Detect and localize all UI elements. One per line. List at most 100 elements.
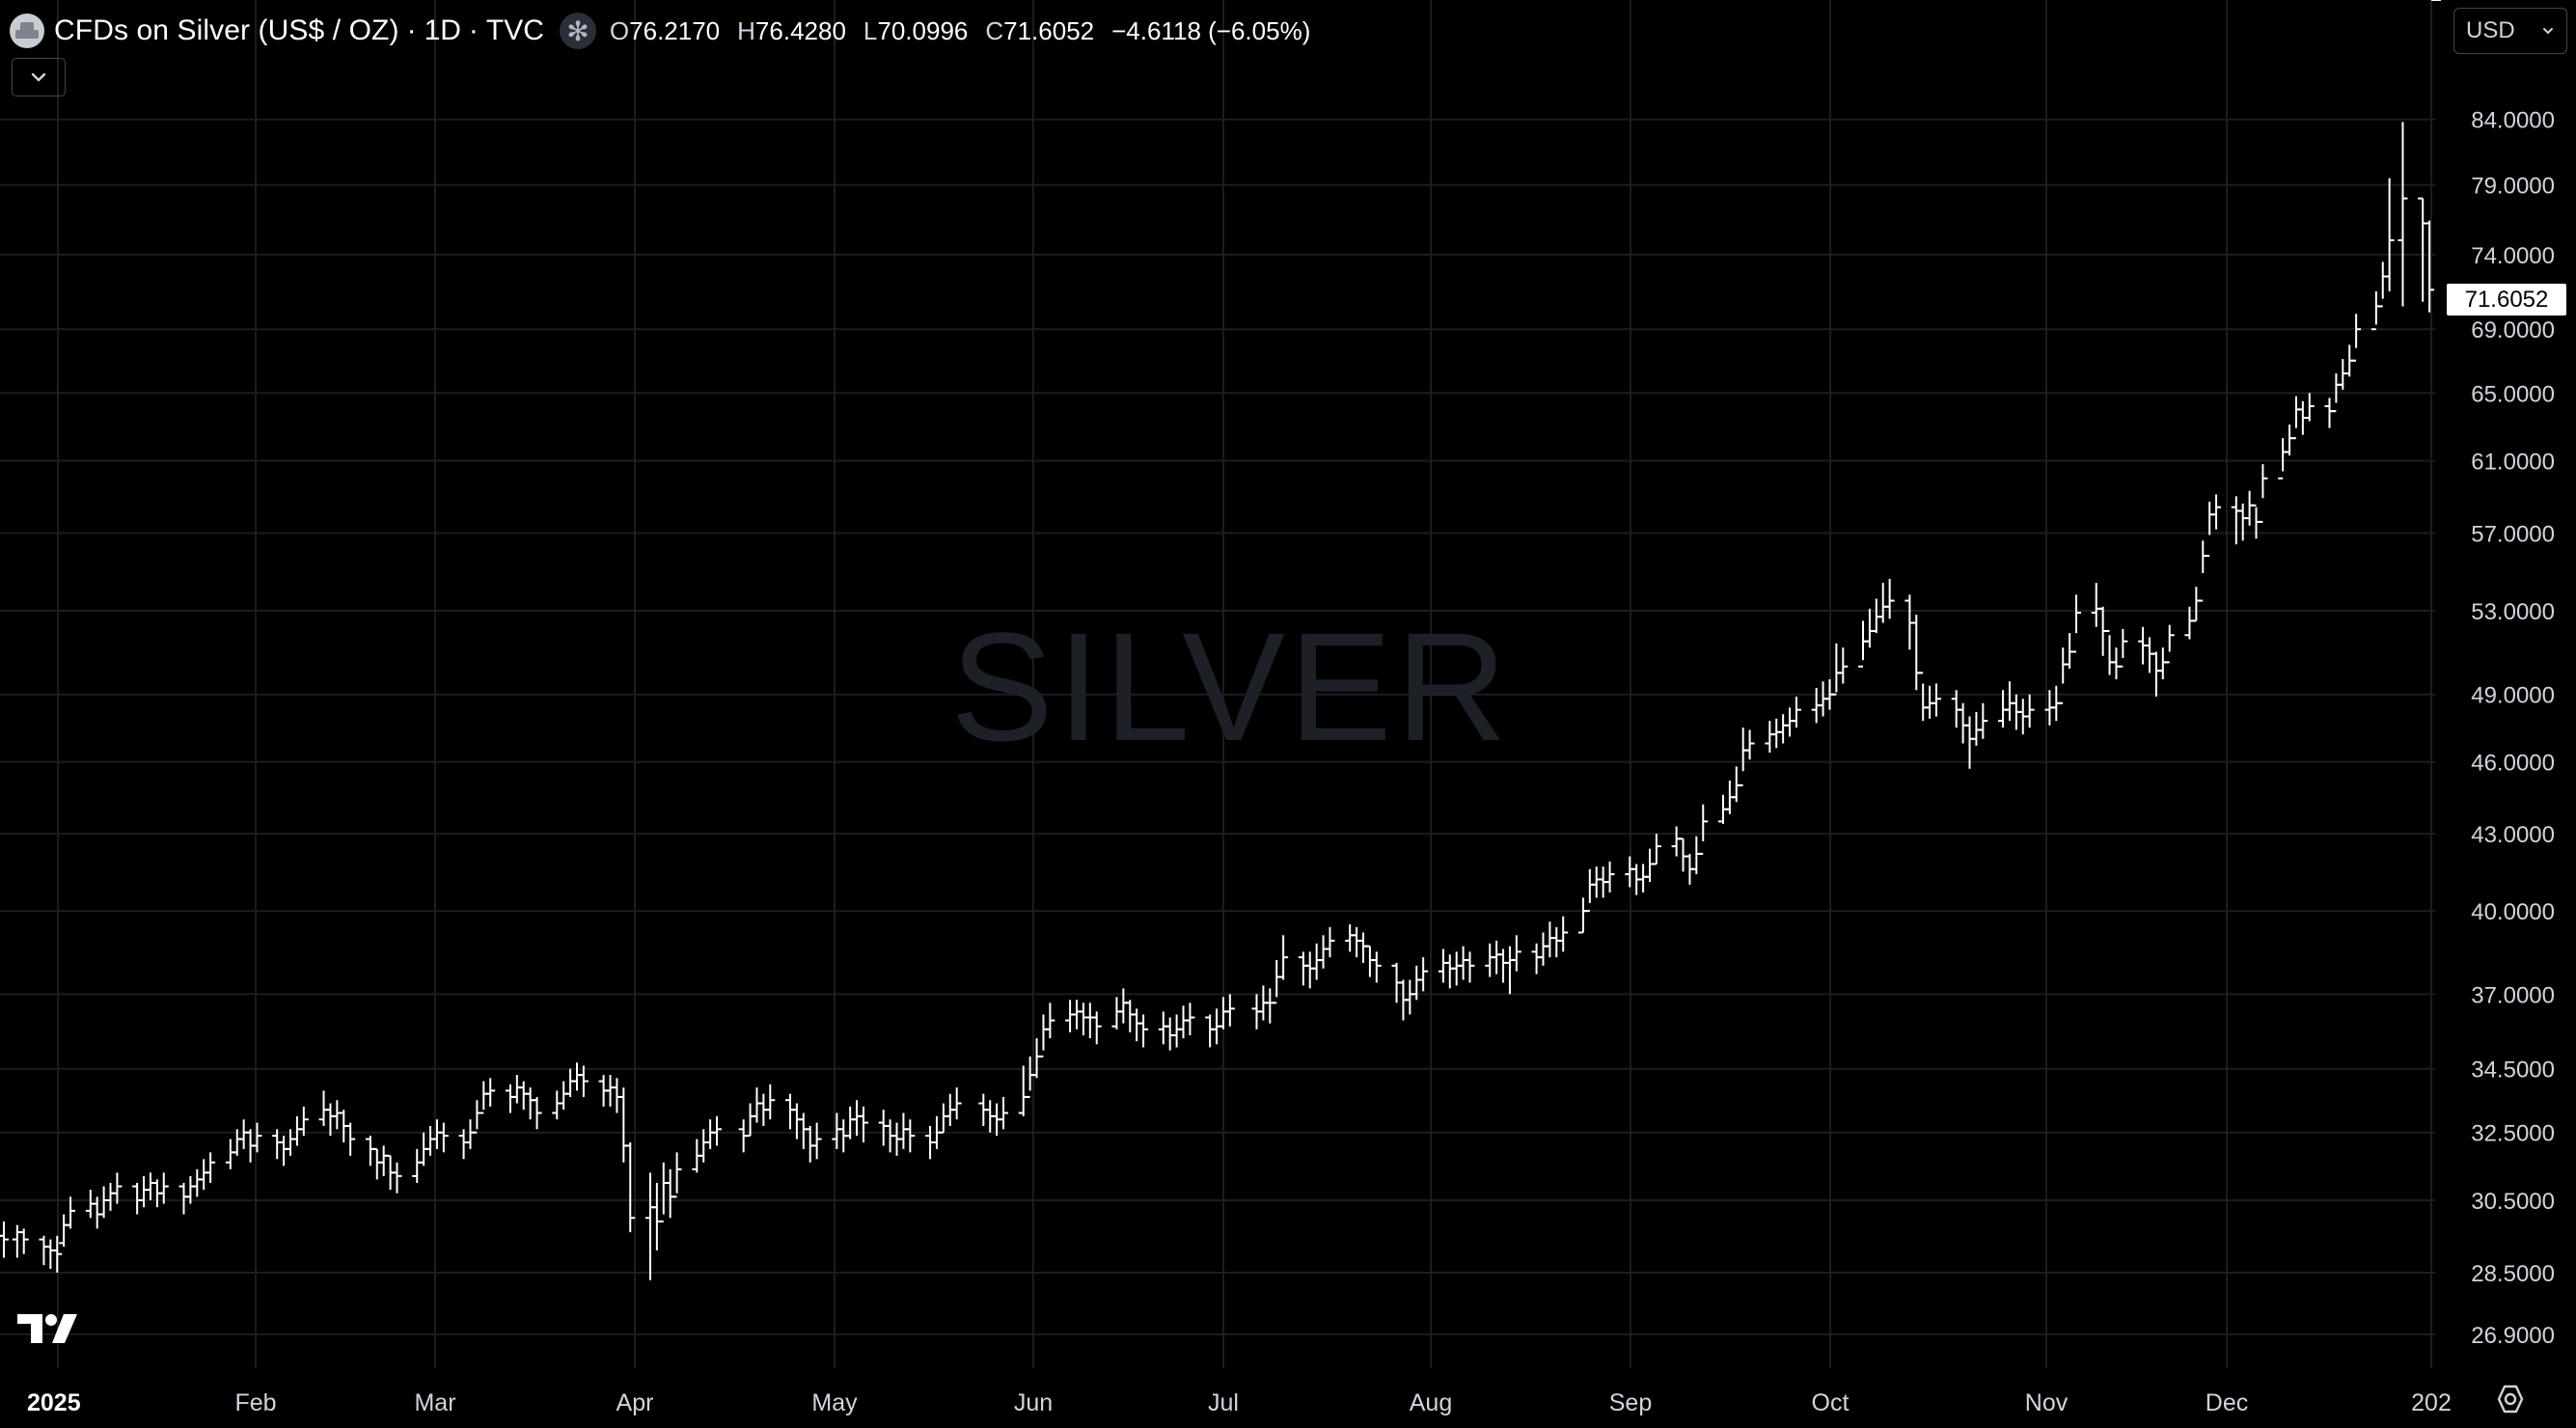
ohlc-bar [2324,398,2335,428]
price-tick-label: 74.0000 [2471,243,2555,269]
ohlc-bar [2164,624,2175,664]
ohlc-bar [145,1172,155,1200]
ohlc-bar [571,1062,582,1091]
ohlc-bar [1538,932,1548,966]
ohlc-bar [2004,681,2014,722]
ohlc-bar [1625,856,1635,888]
ohlc-bar [1438,948,1448,983]
ohlc-bar [1304,951,1315,989]
ohlc-bar [1671,826,1682,857]
ohlc-bar [365,1136,375,1167]
ohlc-bar [665,1168,675,1219]
price-tick-label: 49.0000 [2471,683,2555,709]
ohlc-bar [898,1112,909,1149]
ohlc-bar [791,1103,802,1140]
time-tick-label: Apr [617,1389,654,1416]
legend-separator: · [468,14,479,46]
market-status-icon[interactable]: ✻ [559,13,596,49]
ohlc-bar [465,1119,476,1149]
time-tick-label: Aug [1410,1389,1452,1416]
tradingview-logo-icon[interactable] [17,1312,79,1345]
ohlc-bar [1138,1014,1149,1048]
ohlc-bars [0,0,2441,1280]
chevron-down-icon [2543,28,2553,35]
interval-label[interactable]: 1D [424,14,461,46]
ohlc-bar [951,1087,962,1120]
ohlc-bar [2290,396,2301,440]
ohlc-bar [712,1115,723,1146]
ohlc-bar [938,1103,948,1134]
ohlc-bar [1065,1000,1076,1032]
ohlc-bar [1531,943,1542,975]
price-tick-label: 65.0000 [2471,381,2555,407]
ohlc-bar [1604,861,1615,892]
ohlc-bar [1838,647,1849,684]
ohlc-bar [2278,438,2288,480]
ohlc-low: L70.0996 [863,15,969,45]
ohlc-bar [438,1122,449,1153]
ohlc-bar [1911,615,1922,691]
chart-legend: CFDs on Silver (US$ / OZ) · 1D · TVC ✻ O… [10,12,1328,50]
ohlc-bar [412,1148,423,1183]
ohlc-bar [158,1172,169,1204]
ohlc-bar [905,1119,916,1153]
ohlc-bar [1831,643,1842,696]
ohlc-bar [1078,1002,1088,1035]
ohlc-bar [1364,945,1375,977]
ohlc-bar [1165,1017,1175,1051]
ohlc-bar [1371,951,1382,983]
price-tick-label: 30.5000 [2471,1189,2555,1215]
ohlc-bar [325,1103,336,1137]
ohlc-bar [92,1196,102,1229]
ohlc-bar [658,1162,669,1222]
ohlc-bar [1111,997,1122,1030]
ohlc-bar [1958,702,1968,744]
ohlc-bar [1498,948,1509,983]
ohlc-bar [1971,711,1982,746]
time-tick-label: Dec [2206,1389,2248,1416]
currency-select[interactable]: USD [2453,8,2567,54]
ohlc-bar [66,1196,76,1229]
ohlc-bar [2024,694,2035,728]
ohlc-bar [1651,834,1661,865]
ohlc-bar [1558,916,1569,952]
ohlc-bar [1465,951,1475,983]
ohlc-bar [651,1182,662,1250]
ohlc-bar [511,1075,522,1104]
ohlc-bar [139,1175,150,1208]
ohlc-bar [12,1224,22,1258]
price-tick-label: 53.0000 [2471,599,2555,625]
ohlc-bar [2118,628,2128,668]
price-tick-label: 26.9000 [2471,1323,2555,1349]
ohlc-bar [1698,804,1709,855]
legend-collapse-button[interactable] [12,58,66,96]
ohlc-bar [2377,261,2388,308]
ohlc-bar [1931,683,1941,717]
source-label: TVC [485,14,544,46]
ohlc-bar [671,1152,682,1198]
ohlc-bar [644,1172,655,1280]
ohlc-bar [1864,608,1875,648]
ohlc-bar [132,1182,143,1215]
ohlc-bar [1018,1065,1028,1116]
ohlc-bar [552,1090,562,1120]
ohlc-bar [332,1100,343,1130]
ohlc-bar [2231,496,2241,545]
ohlc-bar [0,1234,3,1237]
price-axis: 84.0000 79.0000 74.0000 69.0000 65.0000 61.00… [2471,108,2555,1349]
symbol-title[interactable]: CFDs on Silver (US$ / OZ) [54,14,399,46]
ohlc-bar [2370,290,2381,331]
ohlc-bar [279,1136,289,1167]
ohlc-bar [39,1235,49,1266]
ohlc-bar [705,1119,716,1149]
legend-separator: · [406,14,417,46]
ohlc-bar [1504,946,1515,995]
ohlc-bar [206,1152,216,1183]
ohlc-bar [765,1084,776,1120]
time-tick-label: 202 [2411,1389,2452,1416]
ohlc-bar [345,1122,356,1156]
ohlc-bar [2071,594,2082,653]
ohlc-bar [291,1115,302,1146]
settings-gear-icon[interactable] [2493,1382,2528,1416]
